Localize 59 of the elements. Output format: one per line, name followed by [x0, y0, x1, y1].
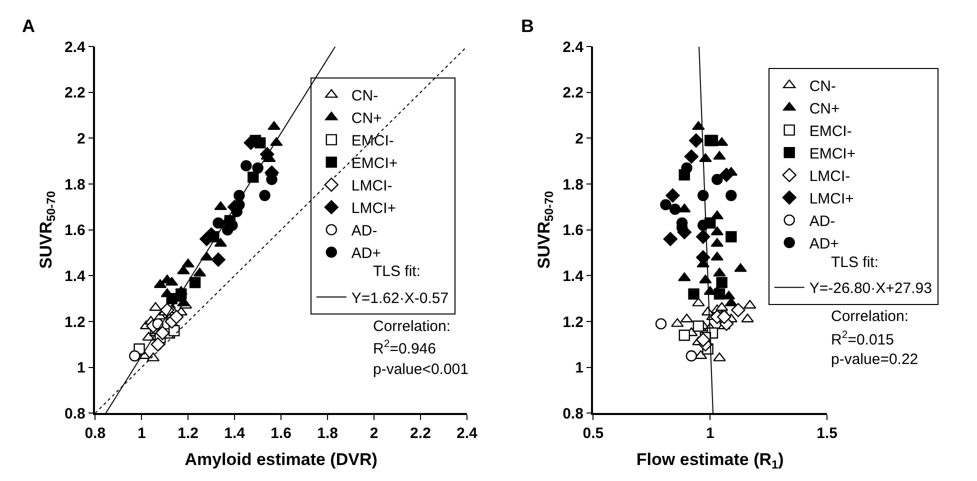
y-tick-label: 1.2 [562, 314, 584, 331]
text: p-value=0.22 [831, 351, 918, 368]
y-tick-label: 2.2 [562, 84, 584, 102]
x-tick-label: 2.4 [456, 424, 478, 442]
text: TLS fit: [831, 254, 879, 271]
x-tick-label: 2 [370, 424, 378, 442]
x-tick-label: 2.2 [410, 424, 431, 442]
legend-label: AD+ [809, 235, 840, 252]
legend-label: LMCI- [351, 178, 392, 195]
legend-label: CN+ [809, 100, 840, 118]
x-tick-label: 1 [137, 424, 146, 442]
y-tick-label: 1 [575, 360, 584, 377]
legend-label: CN+ [351, 110, 382, 128]
y-tick-label: 2 [575, 130, 584, 148]
legend-label: LMCI- [809, 168, 850, 185]
legend-label: CN- [809, 78, 836, 95]
x-tick-label: 1.8 [317, 424, 338, 442]
legend-label: EMCI+ [351, 155, 398, 172]
y-tick-label: 2 [77, 130, 86, 148]
annotation: Correlation: [373, 318, 451, 335]
y-tick-label: 1.4 [64, 268, 86, 285]
y-tick-label: 2.4 [562, 38, 584, 56]
chart-title: B [521, 16, 534, 36]
legend-label: LMCI+ [351, 200, 396, 218]
annotation: TLS fit: [373, 263, 421, 280]
legend-label: AD- [809, 212, 836, 230]
legend-label: Y=-26.80·X+27.93 [809, 280, 932, 298]
legend-label: EMCI- [351, 132, 394, 150]
x-tick-label: 0.5 [582, 424, 604, 442]
x-tick-label: 1.4 [224, 424, 246, 442]
x-tick-label: 1 [706, 424, 714, 442]
annotation: p-value<0.001 [373, 361, 468, 378]
y-tick-label: 2.4 [64, 38, 86, 56]
y-tick-label: 1.2 [64, 314, 86, 331]
x-tick-label: 1.6 [270, 424, 292, 442]
x-tick-label: 1.5 [816, 424, 838, 442]
legend-label: AD+ [351, 245, 382, 262]
legend-label: CN- [351, 88, 378, 105]
x-axis-title: Amyloid estimate (DVR) [184, 450, 378, 469]
y-tick-label: 0.8 [562, 405, 584, 422]
annotation: R$^{2}$=0.946 [373, 338, 436, 358]
chart-title: A [22, 16, 35, 36]
y-tick-label: 2.2 [64, 84, 86, 102]
y-tick-label: 1.8 [64, 176, 86, 194]
legend-label: Y=1.62·X-0.57 [351, 290, 449, 307]
text: Correlation: [831, 308, 909, 325]
legend-label: EMCI- [809, 122, 852, 140]
y-tick-label: 1 [77, 360, 86, 377]
x-tick-label: 1.2 [178, 424, 199, 442]
y-tick-label: 1.6 [562, 222, 584, 240]
legend-label: LMCI+ [809, 190, 854, 208]
text: R$^{2}$=0.015 [831, 329, 894, 348]
y-tick-label: 0.8 [64, 405, 86, 422]
legend-label: EMCI+ [809, 145, 856, 162]
legend-label: AD- [351, 222, 378, 240]
y-tick-label: 1.4 [562, 268, 584, 285]
y-tick-label: 1.8 [562, 176, 584, 194]
y-tick-label: 1.6 [64, 222, 86, 240]
x-axis-title: Flow estimate (R$_{1}$) [636, 450, 784, 472]
